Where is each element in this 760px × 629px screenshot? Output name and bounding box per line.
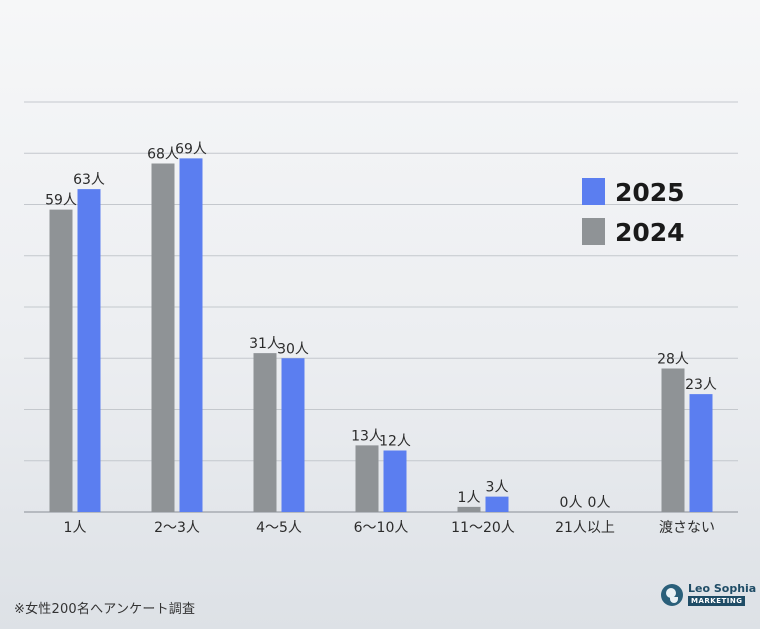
data-label-2024-1: 68人 <box>147 147 179 163</box>
logo-icon <box>661 584 683 606</box>
bar-2025-0 <box>77 189 101 512</box>
brand-logo: Leo Sophia MARKETING <box>661 582 756 608</box>
data-label-2024-5: 0人 <box>560 495 583 511</box>
legend-swatch-2024 <box>582 218 605 245</box>
x-tick-label-0: 1人 <box>64 520 87 536</box>
x-tick-label-4: 11〜20人 <box>451 520 515 536</box>
bar-2025-4 <box>485 496 509 512</box>
data-label-2024-0: 59人 <box>45 193 77 209</box>
data-label-2024-4: 1人 <box>458 490 481 506</box>
bar-2024-0 <box>49 209 73 512</box>
bar-2024-2 <box>253 353 277 512</box>
x-tick-label-5: 21人以上 <box>555 520 615 536</box>
data-label-2024-2: 31人 <box>249 336 281 352</box>
bar-2024-6 <box>661 368 685 512</box>
data-label-2025-6: 23人 <box>685 377 717 393</box>
data-label-2025-5: 0人 <box>588 495 611 511</box>
data-label-2025-0: 63人 <box>73 172 105 188</box>
legend-label-2024: 2024 <box>615 218 685 247</box>
data-label-2024-3: 13人 <box>351 428 383 444</box>
x-tick-label-2: 4〜5人 <box>256 520 302 536</box>
footnote: ※女性200名へアンケート調査 <box>14 602 196 617</box>
data-label-2025-1: 69人 <box>175 141 207 157</box>
x-tick-label-6: 渡さない <box>659 520 715 536</box>
data-label-2025-3: 12人 <box>379 434 411 450</box>
bar-2025-2 <box>281 358 305 512</box>
bar-2024-4 <box>457 506 481 512</box>
x-tick-label-1: 2〜3人 <box>154 520 200 536</box>
x-tick-label-3: 6〜10人 <box>354 520 409 536</box>
bar-2024-1 <box>151 163 175 512</box>
bar-2025-1 <box>179 158 203 512</box>
data-label-2025-2: 30人 <box>277 341 309 357</box>
logo-name: Leo Sophia <box>688 582 757 595</box>
bar-2025-6 <box>689 394 713 512</box>
legend-label-2025: 2025 <box>615 178 685 207</box>
bar-2025-3 <box>383 450 407 512</box>
legend-swatch-2025 <box>582 178 605 205</box>
bar-2024-3 <box>355 445 379 512</box>
data-label-2025-4: 3人 <box>486 480 509 496</box>
data-label-2024-6: 28人 <box>657 352 689 368</box>
logo-subtitle: MARKETING <box>688 596 746 606</box>
